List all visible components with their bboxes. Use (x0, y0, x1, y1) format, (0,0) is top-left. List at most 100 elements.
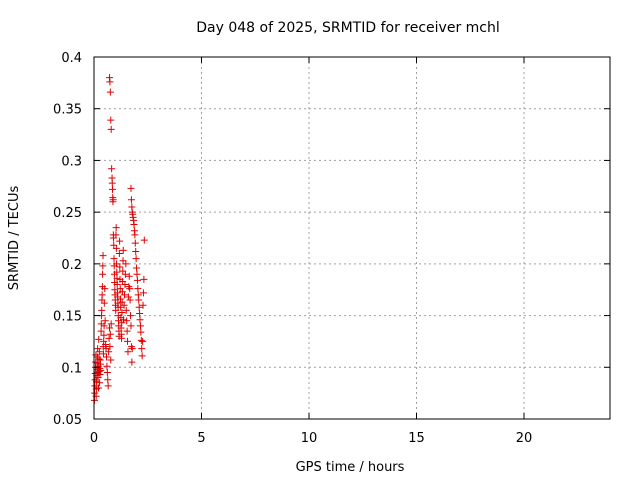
y-tick-label: 0.25 (53, 206, 82, 221)
data-point (103, 362, 111, 370)
data-point (128, 345, 136, 353)
data-point (138, 352, 146, 360)
data-point (135, 296, 143, 304)
data-point (93, 359, 101, 367)
data-point (104, 382, 112, 390)
data-point (127, 196, 135, 204)
y-tick-label: 0.4 (61, 51, 82, 66)
data-point (139, 337, 147, 345)
data-point (131, 231, 139, 239)
data-point (117, 324, 125, 332)
x-tick-label: 15 (408, 431, 425, 446)
data-point (126, 296, 134, 304)
data-point (103, 368, 111, 376)
data-point (98, 306, 106, 314)
data-point (95, 348, 103, 356)
data-point (126, 285, 134, 293)
data-point (116, 295, 124, 303)
data-point (96, 371, 104, 379)
data-point (140, 275, 148, 283)
data-point (122, 306, 130, 314)
data-point (95, 367, 103, 375)
data-point (120, 301, 128, 309)
data-point (136, 310, 144, 318)
data-point (119, 246, 127, 254)
x-tick-label: 0 (90, 431, 98, 446)
chart-title: Day 048 of 2025, SRMTID for receiver mch… (196, 20, 500, 36)
data-point (96, 360, 104, 368)
data-point (113, 268, 121, 276)
x-tick-label: 20 (516, 431, 533, 446)
data-point (105, 348, 113, 356)
data-point (100, 331, 108, 339)
data-point (92, 358, 100, 366)
grid (94, 57, 610, 419)
data-point (99, 252, 107, 260)
x-tick-label: 5 (197, 431, 205, 446)
data-point (121, 291, 129, 299)
data-point (124, 337, 132, 345)
data-point (112, 244, 120, 252)
data-point (132, 247, 140, 255)
data-point (133, 276, 141, 284)
data-point (91, 382, 99, 390)
data-point (124, 348, 132, 356)
data-point (99, 262, 107, 270)
data-point (127, 184, 135, 192)
data-points (90, 74, 148, 404)
data-point (133, 270, 141, 278)
data-point (125, 272, 133, 280)
data-point (97, 366, 105, 374)
data-point (138, 345, 146, 353)
data-point (128, 358, 136, 366)
data-point (101, 285, 109, 293)
data-point (121, 270, 129, 278)
data-point (112, 231, 120, 239)
data-point (105, 334, 113, 342)
y-tick-labels: 0.05 0.1 0.15 0.2 0.25 0.3 0.35 0.4 (53, 51, 82, 428)
y-tick-label: 0.3 (61, 154, 82, 169)
data-point (110, 255, 118, 263)
data-point (107, 125, 115, 133)
data-point (127, 312, 135, 320)
data-point (95, 335, 103, 343)
x-axis-label: GPS time / hours (296, 460, 405, 475)
y-tick-label: 0.05 (53, 413, 82, 428)
data-point (112, 224, 120, 232)
data-point (140, 236, 148, 244)
data-point (109, 196, 117, 204)
axis-ticks (93, 56, 610, 420)
data-point (123, 327, 131, 335)
data-point (107, 116, 115, 124)
data-point (137, 336, 145, 344)
data-point (136, 316, 144, 324)
data-point (99, 350, 107, 358)
data-point (118, 319, 126, 327)
data-point (115, 250, 123, 258)
data-point (95, 384, 103, 392)
data-point (113, 281, 121, 289)
data-point (94, 345, 102, 353)
data-point (119, 316, 127, 324)
y-tick-label: 0.2 (61, 258, 82, 273)
data-point (134, 285, 142, 293)
data-point (135, 303, 143, 311)
data-point (100, 322, 108, 330)
data-point (137, 328, 145, 336)
y-axis-label: SRMTID / TECUs (7, 186, 22, 291)
y-tick-label: 0.1 (61, 361, 82, 376)
data-point (101, 317, 109, 325)
data-point (118, 334, 126, 342)
x-tick-label: 10 (301, 431, 318, 446)
data-point (107, 356, 115, 364)
y-tick-label: 0.35 (53, 103, 82, 118)
data-point (97, 327, 105, 335)
data-point (95, 355, 103, 363)
data-point (96, 379, 104, 387)
data-point (104, 376, 112, 384)
data-point (107, 320, 115, 328)
data-point (139, 289, 147, 297)
data-point (127, 322, 135, 330)
data-point (118, 308, 126, 316)
